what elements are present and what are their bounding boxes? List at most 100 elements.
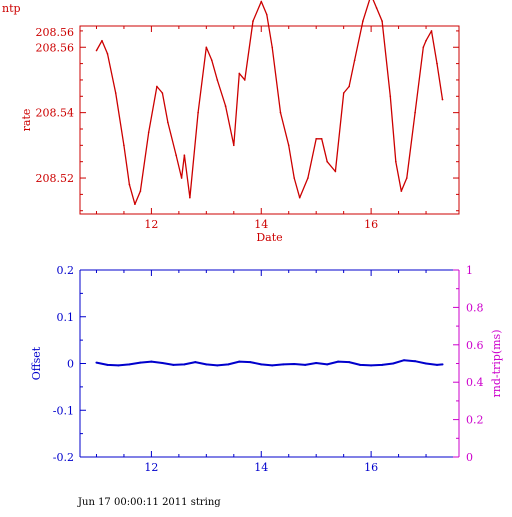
top-data-point xyxy=(293,177,296,179)
offset-data-point xyxy=(117,364,120,367)
offset-data-point xyxy=(436,363,439,366)
top-data-point xyxy=(183,154,186,156)
top-data-point xyxy=(175,154,177,156)
offset-data-point xyxy=(381,363,384,366)
bottom-y-tick-label: -0.2 xyxy=(53,451,74,464)
bottom-y-tick-label: 0.2 xyxy=(57,264,75,277)
top-data-point xyxy=(265,13,268,16)
offset-data-point xyxy=(392,362,395,365)
offset-data-point xyxy=(205,363,208,366)
offset-data-point xyxy=(150,360,153,363)
top-data-point xyxy=(243,79,246,81)
top-data-point xyxy=(271,46,274,49)
top-data-point xyxy=(353,59,356,62)
top-data-point xyxy=(95,49,98,52)
top-data-point xyxy=(334,170,337,173)
top-x-tick-label: 12 xyxy=(144,218,158,231)
offset-data-point xyxy=(315,362,318,365)
offset-data-point xyxy=(128,363,131,366)
top-data-point xyxy=(400,190,403,192)
top-data-point xyxy=(342,92,345,94)
top-data-point xyxy=(425,39,427,42)
top-data-point xyxy=(430,30,433,32)
bottom-x-tick-label: 12 xyxy=(144,461,158,474)
offset-data-point xyxy=(359,363,362,366)
offset-data-point xyxy=(337,360,340,363)
top-data-point xyxy=(260,0,263,3)
offset-data-point xyxy=(326,363,329,366)
footer-timestamp: Jun 17 00:00:11 2011 string xyxy=(78,497,221,508)
offset-data-point xyxy=(271,364,274,367)
top-data-point xyxy=(298,196,301,199)
top-x-tick-label: 16 xyxy=(364,218,378,231)
top-data-point xyxy=(326,160,328,163)
bottom-x-tick-label: 14 xyxy=(254,461,268,474)
offset-data-point xyxy=(238,360,241,363)
offset-data-point xyxy=(304,363,307,366)
top-series-line xyxy=(95,0,444,205)
top-data-point xyxy=(101,39,103,42)
top-data-point xyxy=(189,196,191,199)
top-data-point xyxy=(139,190,142,192)
bottom-y2-tick-label: 0 xyxy=(466,451,473,464)
top-data-point xyxy=(238,72,241,75)
top-plot-frame xyxy=(79,25,460,215)
offset-data-point xyxy=(414,360,417,363)
bottom-y-tick-label: -0.1 xyxy=(53,404,74,417)
top-data-point xyxy=(180,177,183,179)
top-data-point xyxy=(106,52,109,55)
offset-data-point xyxy=(106,363,109,366)
offset-data-point xyxy=(227,363,230,366)
offset-data-point xyxy=(194,361,197,364)
top-data-point xyxy=(156,85,158,88)
offset-data-point xyxy=(172,363,175,366)
offset-data-point xyxy=(139,361,142,364)
top-data-point xyxy=(197,111,199,114)
top-data-point xyxy=(211,59,213,62)
top-data-point xyxy=(389,95,392,98)
top-data-point xyxy=(232,144,235,147)
top-data-point xyxy=(414,111,416,114)
offset-data-point xyxy=(370,364,373,367)
top-data-point xyxy=(381,20,383,22)
bottom-y2-tick-label: 1 xyxy=(466,264,473,277)
top-data-point xyxy=(161,92,164,94)
bottom-y2-axis-label: rnd-trip(ms) xyxy=(490,330,503,398)
offset-data-point xyxy=(260,363,263,366)
top-chart: 12 14 16 208.52 208.54 208.56 208.56 Date rate xyxy=(20,0,460,244)
bottom-chart: 12 14 16 -0.2 -0.1 0 0.1 0.2 0 0.2 0.4 0.6 0.8 1 Offse… xyxy=(30,264,503,474)
top-data-point xyxy=(205,46,208,49)
bottom-y-tick-label: 0 xyxy=(67,358,74,371)
top-data-point xyxy=(395,160,397,163)
top-data-point xyxy=(375,7,378,9)
top-x-tick-label: 14 xyxy=(254,218,268,231)
top-data-point xyxy=(320,138,323,140)
offset-data-point xyxy=(293,362,296,365)
offset-data-point xyxy=(95,361,98,364)
top-y-axis-label: rate xyxy=(20,109,33,132)
top-data-point xyxy=(348,85,350,88)
bottom-y2-tick-label: 0.6 xyxy=(466,339,484,352)
top-data-point xyxy=(287,144,290,147)
bottom-y2-tick-label: 0.2 xyxy=(466,414,484,427)
top-data-point xyxy=(224,105,227,107)
top-data-point xyxy=(114,92,117,94)
top-data-point xyxy=(307,177,309,179)
offset-data-point xyxy=(216,364,219,367)
bottom-y2-tick-label: 0.8 xyxy=(466,301,484,314)
top-data-point xyxy=(147,131,150,134)
top-data-point xyxy=(436,62,438,65)
top-y-tick-label: 208.56 xyxy=(36,26,75,39)
top-y-tick-label: 208.52 xyxy=(36,172,75,185)
top-data-point xyxy=(134,203,136,205)
top-data-point xyxy=(362,20,364,22)
offset-data-point xyxy=(183,363,186,366)
offset-data-point xyxy=(249,361,252,364)
corner-label: ntp xyxy=(2,2,21,15)
offset-data-point xyxy=(282,363,285,366)
offset-series-line xyxy=(96,359,443,367)
offset-data-point xyxy=(348,361,351,364)
bottom-y-axis-label: Offset xyxy=(30,346,43,380)
